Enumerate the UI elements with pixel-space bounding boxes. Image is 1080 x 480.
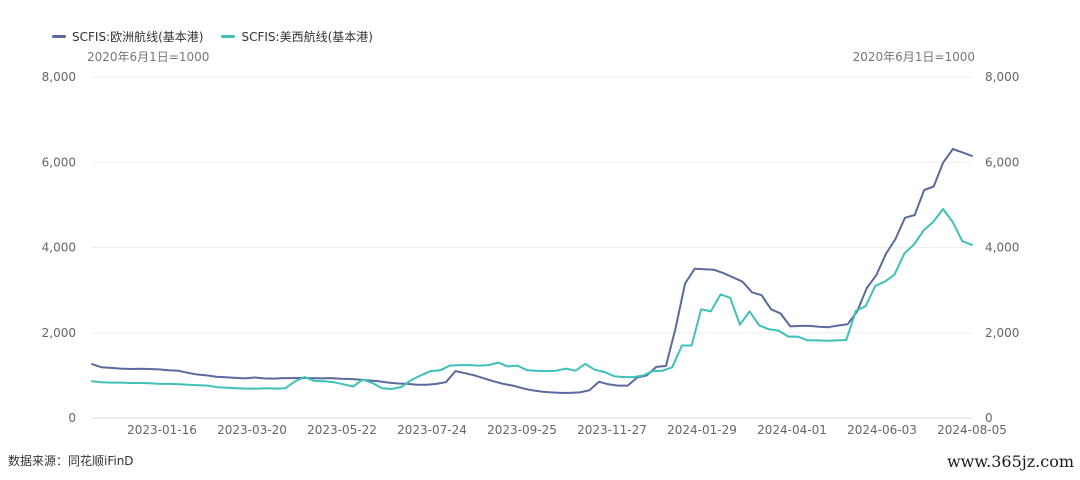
chart-legend: SCFIS:欧洲航线(基本港) SCFIS:美西航线(基本港) (52, 28, 373, 45)
series-line-europe (91, 148, 973, 394)
series-line-uswest (91, 208, 973, 390)
legend-label-uswest: SCFIS:美西航线(基本港) (241, 30, 373, 44)
data-source-note: 数据来源：同花顺iFinD (8, 454, 134, 468)
x-tick-label: 2024-08-05 (937, 423, 1007, 437)
x-tick-label: 2024-06-03 (847, 423, 917, 437)
legend-swatch-europe (52, 35, 66, 38)
x-tick-label: 2023-09-25 (487, 423, 557, 437)
legend-swatch-uswest (221, 35, 236, 38)
legend-label-europe: SCFIS:欧洲航线(基本港) (72, 30, 204, 44)
x-tick-label: 2023-01-16 (127, 423, 197, 437)
x-tick-label: 2023-05-22 (307, 423, 377, 437)
y-tick-label-left: 8,000 (42, 70, 76, 84)
y-tick-label-right: 8,000 (985, 70, 1019, 84)
legend-item-uswest[interactable]: SCFIS:美西航线(基本港) (221, 28, 373, 45)
legend-item-europe[interactable]: SCFIS:欧洲航线(基本港) (52, 28, 203, 45)
y-tick-label-left: 0 (68, 411, 76, 425)
x-tick-label: 2023-03-20 (217, 423, 287, 437)
y-tick-label-left: 6,000 (42, 155, 76, 169)
x-tick-label: 2023-07-24 (397, 423, 467, 437)
y-tick-label-right: 2,000 (985, 326, 1019, 340)
y-tick-label-left: 4,000 (42, 241, 76, 255)
right-axis-unit: 2020年6月1日=1000 (852, 50, 975, 64)
y-tick-label-left: 2,000 (42, 326, 76, 340)
x-tick-label: 2024-01-29 (667, 423, 737, 437)
x-tick-label: 2024-04-01 (757, 423, 827, 437)
x-tick-label: 2023-11-27 (577, 423, 647, 437)
y-tick-label-right: 4,000 (985, 241, 1019, 255)
watermark: www.365jz.com (946, 452, 1074, 471)
y-tick-label-right: 0 (985, 411, 993, 425)
left-axis-unit: 2020年6月1日=1000 (87, 50, 210, 64)
y-tick-label-right: 6,000 (985, 155, 1019, 169)
